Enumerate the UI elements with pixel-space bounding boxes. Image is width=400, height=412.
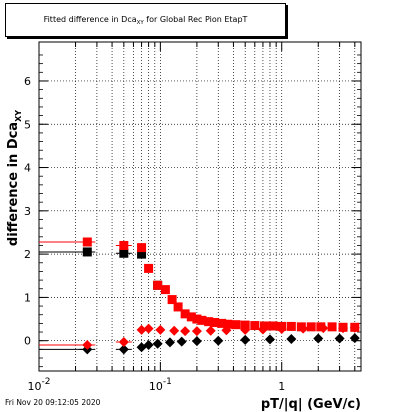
data-point [167, 295, 177, 305]
data-point [155, 324, 166, 335]
y-axis-title: difference in DcaXY [6, 110, 23, 246]
data-point [268, 321, 278, 331]
data-point [143, 323, 154, 334]
data-point [119, 240, 129, 250]
data-point [217, 318, 227, 328]
x-axis-title: pT/|q| (GeV/c) [261, 397, 361, 412]
data-point [137, 243, 147, 253]
y-tick-label: 4 [24, 162, 31, 175]
data-point [169, 325, 180, 336]
data-point [250, 321, 260, 331]
y-tick-label: 5 [24, 118, 31, 131]
data-point [221, 325, 232, 336]
data-point [210, 318, 220, 328]
y-tick-label: 0 [24, 335, 31, 348]
data-point [180, 309, 190, 319]
data-point [205, 325, 216, 336]
y-tick-label: 6 [24, 75, 31, 88]
data-point [286, 333, 297, 344]
data-point [176, 336, 187, 347]
data-point [152, 338, 163, 349]
data-point [240, 324, 251, 335]
x-tick-label: 10-2 [28, 377, 51, 393]
chart-title-box: Fitted difference in DcaXY for Global Re… [5, 3, 286, 37]
data-point [173, 302, 183, 312]
data-point [180, 326, 191, 337]
data-point [349, 322, 360, 333]
data-point [192, 314, 202, 324]
data-point [191, 326, 202, 337]
axis-ticks: 0 1 2 3 4 5 6 10-2 10-1 1 [24, 42, 361, 393]
y-tick-label: 3 [24, 205, 31, 218]
data-point [160, 285, 170, 295]
data-point [298, 323, 309, 334]
data-point [286, 321, 296, 331]
data-point [143, 340, 154, 351]
grid-lines [38, 42, 361, 371]
data-point [213, 335, 224, 346]
data-point [204, 317, 214, 327]
data-point [186, 312, 196, 322]
data-point [118, 336, 129, 347]
y-tick-label: 2 [24, 248, 31, 261]
data-point [327, 322, 337, 332]
data-point [137, 249, 147, 259]
data-point [191, 336, 202, 347]
data-point [197, 315, 207, 325]
data-point [223, 319, 233, 329]
data-point [164, 337, 175, 348]
data-point [313, 333, 324, 344]
data-point [144, 263, 154, 273]
data-point [306, 322, 316, 332]
data-point [334, 333, 345, 344]
data-point [264, 334, 275, 345]
data-point [257, 324, 268, 335]
data-point [276, 324, 287, 335]
data-point [119, 248, 129, 258]
chart-title: Fitted difference in DcaXY for Global Re… [43, 14, 248, 26]
timestamp-footer: Fri Nov 20 09:12:05 2020 [5, 398, 101, 407]
data-point [231, 320, 241, 330]
data-marks [39, 237, 360, 355]
y-tick-label: 1 [24, 291, 31, 304]
data-point [153, 280, 163, 290]
data-point [349, 333, 360, 344]
x-tick-label: 1 [278, 380, 285, 393]
x-tick-label: 10-1 [149, 377, 172, 393]
data-point [136, 324, 147, 335]
data-point [118, 344, 129, 355]
data-point [338, 323, 349, 334]
data-point [318, 323, 329, 334]
data-point [240, 334, 251, 345]
